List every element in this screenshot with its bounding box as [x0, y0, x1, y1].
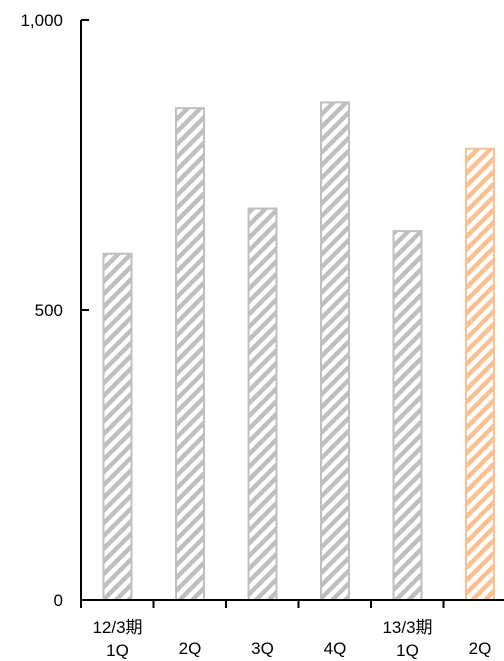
x-label-period-5: 13/3期	[382, 618, 432, 637]
x-label-quarter-2: 2Q	[179, 639, 202, 658]
x-label-quarter-1: 1Q	[106, 641, 129, 660]
labels-group: 0 500 1,000 12/3期 1Q 2Q 3Q 4Q 13/3期 1Q 2Q	[20, 11, 491, 660]
x-label-quarter-4: 4Q	[324, 639, 347, 658]
y-tick-label-500: 500	[35, 301, 63, 320]
bar-1	[102, 252, 133, 602]
x-label-quarter-5: 1Q	[396, 641, 419, 660]
y-tick-label-1000: 1,000	[20, 11, 63, 30]
x-label-quarter-3: 3Q	[251, 639, 274, 658]
x-label-period-1: 12/3期	[92, 618, 142, 637]
bar-4	[320, 101, 350, 602]
bars-group	[102, 101, 495, 602]
bar-2	[175, 107, 205, 601]
y-tick-label-0: 0	[54, 591, 63, 610]
bar-5	[392, 230, 423, 601]
x-label-quarter-6: 2Q	[469, 639, 492, 658]
axes-group	[80, 19, 504, 608]
bar-6	[465, 147, 495, 601]
bar-3	[247, 207, 278, 601]
